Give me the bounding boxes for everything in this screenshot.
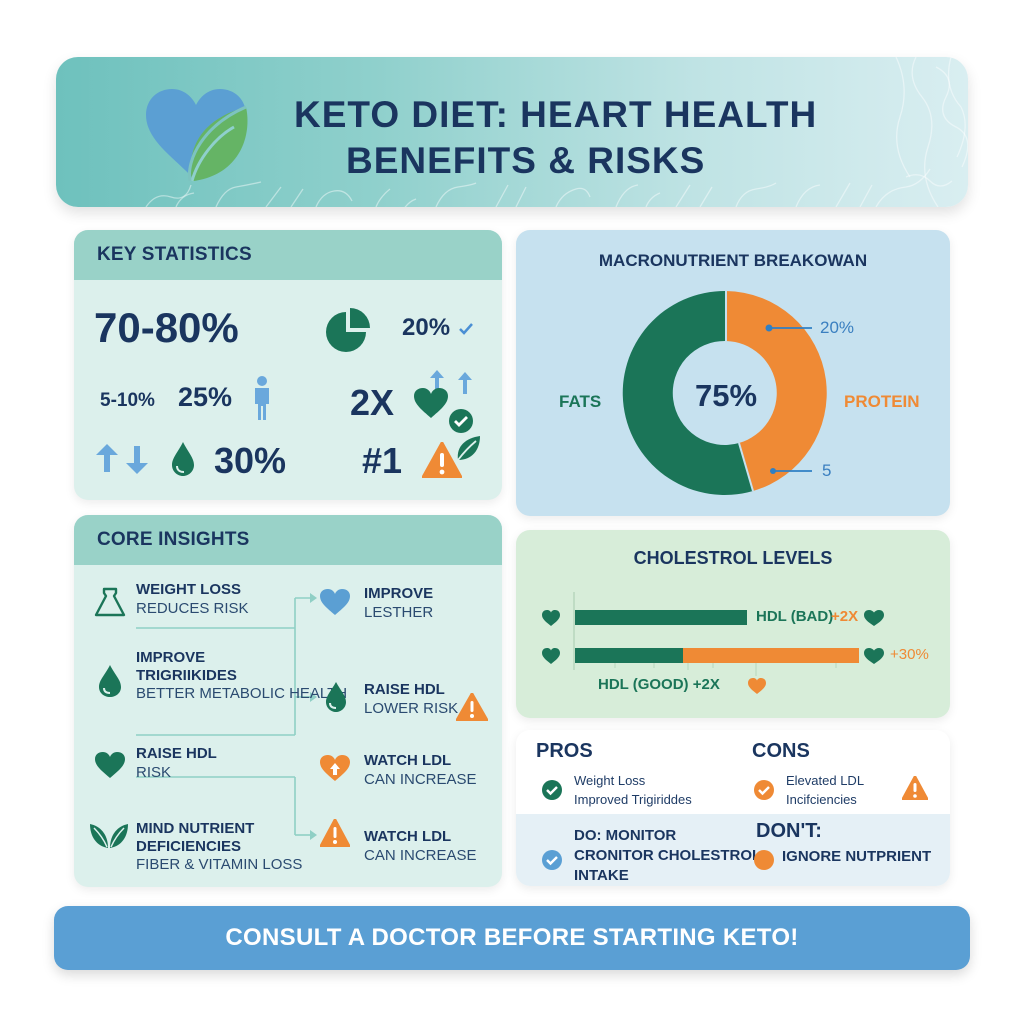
cons-title: CONS bbox=[752, 740, 810, 762]
person-icon bbox=[252, 376, 272, 420]
core-insights-title: CORE INSIGHTS bbox=[74, 515, 502, 565]
insight-title-2: TRIGRIIKIDES bbox=[136, 667, 237, 684]
bar1-label: HDL (BAD) bbox=[756, 608, 834, 625]
stat-rank: #1 bbox=[362, 440, 403, 481]
warning-icon bbox=[320, 819, 350, 847]
bar-hdl-good-green bbox=[575, 648, 683, 663]
insight-title: IMPROVE bbox=[364, 585, 434, 602]
insight-subtitle: REDUCES RISK bbox=[136, 600, 249, 617]
donut-chart bbox=[622, 290, 827, 495]
do-item: CRONITOR CHOLESTROL bbox=[574, 847, 762, 864]
consult-doctor-banner[interactable]: CONSULT A DOCTOR BEFORE STARTING KETO! bbox=[54, 906, 970, 970]
fats-segment bbox=[622, 290, 753, 495]
pie-chart-icon bbox=[324, 306, 374, 356]
stat-triglyceride-pct: 30% bbox=[214, 440, 287, 481]
pros-cons-section: PROS Weight Loss Improved Trigiriddes CO… bbox=[516, 730, 950, 814]
callout-20pct: 20% bbox=[820, 318, 855, 337]
stat-protein-pct: 20% bbox=[402, 314, 451, 341]
page-title: KETO DIET: HEART HEALTH bbox=[294, 94, 818, 135]
stat-fat-range: 70-80% bbox=[94, 304, 239, 351]
do-dont-section: DO: MONITOR CRONITOR CHOLESTROL INTAKE D… bbox=[516, 814, 950, 886]
leaf-icon bbox=[456, 436, 480, 462]
check-circle-icon bbox=[542, 850, 562, 870]
insight-subtitle: FIBER & VITAMIN LOSS bbox=[136, 856, 303, 873]
check-circle-icon bbox=[542, 780, 562, 800]
check-circle-icon bbox=[754, 780, 774, 800]
key-statistics-card: KEY STATISTICS 70-80% 20% 5-10% 25% 2X bbox=[74, 230, 502, 500]
macronutrient-card: MACRONUTRIENT BREAKOWAN 20% 5 75% FATS P… bbox=[516, 230, 950, 516]
cons-item: Incifciencies bbox=[786, 792, 857, 807]
dot-icon bbox=[754, 850, 774, 870]
insight-subtitle: CAN INCREASE bbox=[364, 771, 477, 788]
insight-title-2: DEFICIENCIES bbox=[136, 838, 242, 855]
pros-item: Weight Loss bbox=[574, 773, 646, 788]
insight-subtitle: LOWER RISK bbox=[364, 700, 459, 717]
bar-hdl-good-orange bbox=[683, 648, 859, 663]
protein-label: PROTEIN bbox=[844, 392, 920, 411]
cons-item: Elevated LDL bbox=[786, 773, 865, 788]
warning-icon bbox=[456, 693, 488, 721]
do-title: DO: MONITOR bbox=[574, 827, 677, 844]
dont-item: IGNORE NUTPRIENT bbox=[782, 848, 932, 865]
insight-subtitle: BETTER METABOLIC HEALTH bbox=[136, 685, 348, 702]
heart-leaf-icon bbox=[146, 89, 252, 184]
decorative-pattern bbox=[145, 57, 968, 207]
heart-icon bbox=[320, 589, 350, 615]
insight-title: RAISE HDL bbox=[364, 681, 445, 698]
warning-icon bbox=[902, 776, 928, 800]
arrow-down-icon bbox=[126, 446, 148, 474]
arrow-up-icon bbox=[96, 444, 118, 472]
insight-title: WATCH LDL bbox=[364, 752, 452, 769]
check-icon bbox=[458, 322, 474, 336]
fats-label: FATS bbox=[559, 392, 602, 411]
page-subtitle: BENEFITS & RISKS bbox=[346, 140, 706, 181]
connector-lines bbox=[136, 593, 317, 840]
cholesterol-bar-chart bbox=[542, 592, 884, 694]
insight-subtitle: LESTHER bbox=[364, 604, 434, 621]
donut-center-label: 75% bbox=[694, 378, 758, 413]
cholesterol-title: CHOLESTROL LEVELS bbox=[633, 548, 833, 568]
bar1-value: +2X bbox=[831, 608, 859, 625]
insight-title: IMPROVE bbox=[136, 649, 206, 666]
header-banner: KETO DIET: HEART HEALTH BENEFITS & RISKS bbox=[56, 57, 968, 207]
insight-title: WEIGHT LOSS bbox=[136, 581, 241, 598]
heart-arrow-icon bbox=[320, 755, 350, 781]
insight-title: WATCH LDL bbox=[364, 828, 452, 845]
protein-segment bbox=[726, 291, 827, 491]
stat-weight-pct: 25% bbox=[178, 382, 233, 412]
insight-subtitle: CAN INCREASE bbox=[364, 847, 477, 864]
heart-icon bbox=[95, 752, 125, 778]
insight-subtitle: RISK bbox=[136, 764, 172, 781]
bar2-value: +30% bbox=[890, 646, 929, 663]
arrow-up-icon bbox=[458, 372, 472, 394]
macronutrient-title: MACRONUTRIENT BREAKOWAN bbox=[598, 251, 868, 270]
heart-icon bbox=[414, 388, 448, 418]
bar2-label: HDL (GOOD) +2X bbox=[598, 676, 720, 693]
leaves-icon bbox=[90, 820, 128, 850]
pros-cons-card: PROS Weight Loss Improved Trigiriddes CO… bbox=[516, 730, 950, 886]
insight-title: RAISE HDL bbox=[136, 745, 217, 762]
cholesterol-card: CHOLESTROL LEVELS HDL (BAD) +2X +30% HDL… bbox=[516, 530, 950, 718]
bar-hdl-bad bbox=[575, 610, 747, 625]
arrow-up-icon bbox=[430, 370, 444, 392]
pros-title: PROS bbox=[536, 740, 593, 762]
pros-item: Improved Trigiriddes bbox=[574, 792, 692, 807]
do-item: INTAKE bbox=[574, 867, 629, 884]
drop-icon bbox=[172, 442, 194, 476]
drop-icon bbox=[326, 682, 346, 712]
key-statistics-title: KEY STATISTICS bbox=[74, 230, 502, 280]
check-circle-icon bbox=[448, 408, 474, 434]
core-insights-card: CORE INSIGHTS WEIGHT LOSS bbox=[74, 515, 502, 887]
stat-hdl-multiplier: 2X bbox=[350, 382, 395, 423]
stat-weight-range: 5-10% bbox=[100, 390, 155, 411]
insight-title: MIND NUTRIENT bbox=[136, 820, 255, 837]
warning-icon bbox=[422, 442, 462, 478]
dont-title: DON'T: bbox=[756, 820, 822, 842]
weight-icon bbox=[94, 587, 126, 617]
drop-icon bbox=[99, 665, 121, 697]
callout-5: 5 bbox=[822, 461, 832, 480]
